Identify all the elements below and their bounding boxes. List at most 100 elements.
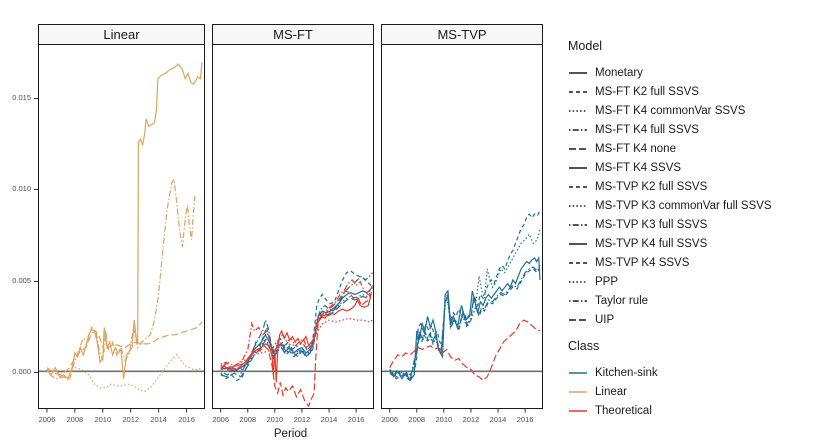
facet-strip-title: Linear [38,24,205,45]
legend-key [569,299,587,302]
series-line-ms-ft-k4-none [220,294,372,378]
panel-border [381,44,543,409]
x-tick-label: 2006 [212,415,229,424]
legend-item-label: Monetary [595,66,643,79]
series-line-uip [389,319,541,382]
y-tick-label: 0.000 [12,367,31,377]
series-line-taylor-rule [220,279,373,369]
series-line-ms-tvp-k4-full-ssvs [389,255,541,382]
legend-model-items: Monetary MS-FT K2 full SSVS MS-FT K4 commo… [568,63,830,329]
x-tick-label: 2006 [39,415,56,424]
series-line-uip [220,287,373,408]
legend-item-label: Taylor rule [595,294,649,307]
legend-model-item-monetary: Monetary [568,63,830,82]
series-line-ms-tvp-k3-full-ssvs [389,265,541,380]
series-line-ms-ft-k4-full-ssvs [220,272,373,376]
legend-item-label: MS-TVP K3 full SSVS [595,218,708,231]
legend-key [569,90,587,93]
x-tick-label: 2010 [267,415,284,424]
y-axis: 0.015 0.010 0.005 0.000 [0,24,38,434]
legend-key [569,390,587,393]
legend-item-label: MS-FT K4 commonVar SSVS [595,104,746,117]
legend-model-title: Model [568,39,603,53]
series-line-taylor-rule [46,177,196,382]
x-tick-label: 2016 [178,415,195,424]
series-line-ms-ft-k2-full-ssvs [220,270,372,382]
facet-plot-area: 2006 2008 2010 2012 2014 2016 [381,44,543,424]
facet-strip-title: MS-FT [212,24,374,45]
facet-linear: Linear 2006 2008 2010 2012 2014 2016 [38,24,205,431]
y-tick-label: 0.010 [12,184,31,194]
y-tick-mark [34,280,38,282]
series-line-uip [46,321,203,376]
legend-key [569,242,587,245]
legend-item-label: Linear [595,385,627,398]
legend-item-label: MS-FT K4 none [595,142,676,155]
legend-model-item-ms-ft-k4-commonvar-ssvs: MS-FT K4 commonVar SSVS [568,101,830,120]
legend-item-label: Theoretical [595,404,652,417]
x-tick-label: 2014 [150,415,167,424]
y-tick-mark [34,98,38,100]
legend-model-item-ms-tvp-k3-commonvar-full-ssvs: MS-TVP K3 commonVar full SSVS [568,196,830,215]
legend-item-label: Kitchen-sink [595,366,658,379]
y-tick-mark [34,189,38,191]
legend-key [569,147,587,150]
legend-item-label: MS-TVP K4 SSVS [595,256,690,269]
series-line-ms-ft-k4-ssvs [220,288,372,372]
series-line-ppp [220,317,373,367]
legend-key [569,318,587,321]
legend-key [569,166,587,169]
x-tick-label: 2012 [122,415,139,424]
x-tick-label: 2016 [517,415,534,424]
series-line-monetary [220,294,372,383]
x-tick-label: 2010 [436,415,453,424]
plot-row: 0.015 0.010 0.005 0.000 Linear 2006 2008 2010 2… [0,24,830,434]
legend: Model Monetary MS-FT K2 full SSVS MS-FT K4… [568,24,830,420]
legend-key [569,371,587,374]
x-tick-label: 2012 [463,415,480,424]
legend-class-items: Kitchen-sink Linear Theoretical [568,363,830,420]
legend-model-item-ms-tvp-k4-full-ssvs: MS-TVP K4 full SSVS [568,234,830,253]
series-line-ms-tvp-k4-ssvs [389,268,541,382]
x-tick-label: 2006 [381,415,398,424]
legend-key [569,109,587,112]
legend-item-label: MS-TVP K2 full SSVS [595,180,708,193]
legend-key [569,128,587,131]
series-line-ms-tvp-k3-commonvar-full-ssvs [389,228,541,378]
legend-model-item-uip: UIP [568,310,830,329]
facet-ms-tvp: MS-TVP 2006 2008 2010 2012 2014 2016 [381,24,543,431]
series-line-ms-tvp-k2-full-ssvs [389,210,541,380]
series-line-monetary [46,62,203,380]
legend-class-item-theoretical: Theoretical [568,401,830,420]
legend-model-item-ms-ft-k4-none: MS-FT K4 none [568,139,830,158]
facet-panels: Linear 2006 2008 2010 2012 2014 2016 MS-FT 2006 2… [38,24,550,431]
x-tick-label: 2016 [348,415,365,424]
x-tick-label: 2012 [294,415,311,424]
facet-ms-ft: MS-FT 2006 2008 2010 2012 2014 2016 [212,24,374,431]
legend-model-item-ms-ft-k4-full-ssvs: MS-FT K4 full SSVS [568,120,830,139]
legend-item-label: MS-TVP K4 full SSVS [595,237,708,250]
panel-border [38,44,205,409]
legend-model-item-ms-ft-k2-full-ssvs: MS-FT K2 full SSVS [568,82,830,101]
legend-model-item-ms-tvp-k2-full-ssvs: MS-TVP K2 full SSVS [568,177,830,196]
facet-plot-area: 2006 2008 2010 2012 2014 2016 [212,44,374,424]
legend-class-item-linear: Linear [568,382,830,401]
series-line-ppp [46,354,203,393]
legend-key [569,280,587,283]
legend-model-item-ms-tvp-k3-full-ssvs: MS-TVP K3 full SSVS [568,215,830,234]
legend-key [569,71,587,74]
legend-model-item-ppp: PPP [568,272,830,291]
legend-key [569,223,587,226]
legend-class-title: Class [568,339,600,353]
panel-border [212,44,374,409]
legend-key [569,409,587,412]
legend-key [569,261,587,264]
legend-key [569,204,587,207]
legend-item-label: UIP [595,313,615,326]
facet-strip-title: MS-TVP [381,24,543,45]
y-tick-label: 0.015 [12,93,31,103]
x-tick-label: 2010 [94,415,111,424]
legend-item-label: MS-FT K2 full SSVS [595,85,699,98]
x-tick-label: 2008 [239,415,256,424]
